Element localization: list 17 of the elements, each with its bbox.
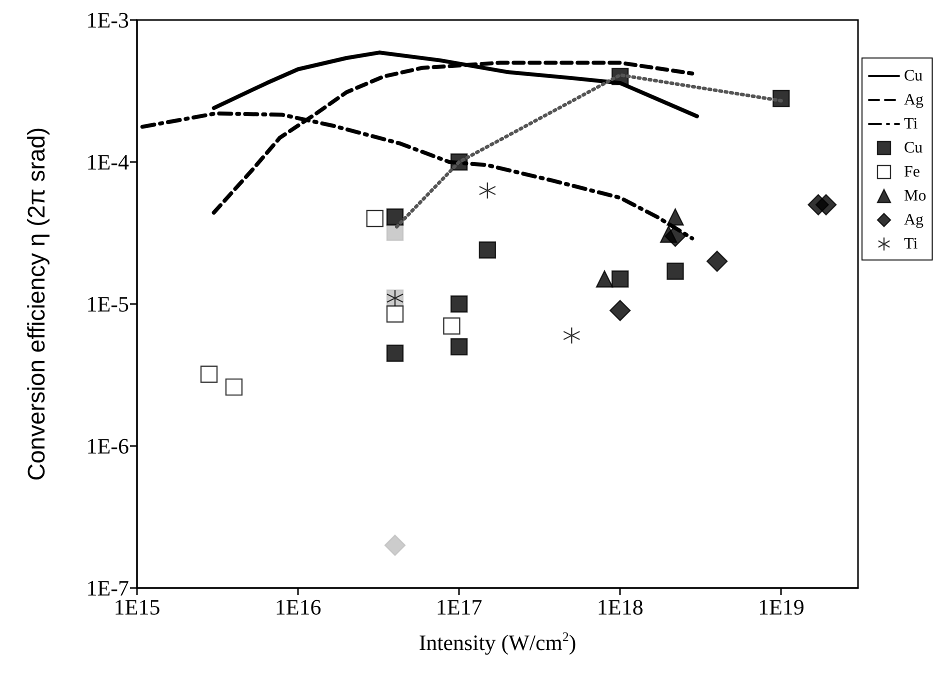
legend-label: Ag <box>904 92 924 108</box>
y-tick-label: 1E-4 <box>86 150 129 174</box>
legend-label: Ag <box>904 212 924 228</box>
y-tick-label: 1E-3 <box>86 8 129 32</box>
y-tick-label: 1E-5 <box>86 292 129 316</box>
legend-label: Cu <box>904 140 923 156</box>
x-tick-label: 1E18 <box>596 594 644 620</box>
y-tick-label: 1E-6 <box>86 434 129 458</box>
x-tick-label: 1E16 <box>274 594 322 620</box>
x-tick-label: 1E19 <box>758 594 804 620</box>
legend-label: Ti <box>904 116 918 132</box>
legend-label: Ti <box>904 236 918 252</box>
legend-label: Fe <box>904 164 920 180</box>
legend-label: Mo <box>904 188 926 204</box>
x-tick-label: 1E17 <box>436 594 482 620</box>
legend-label: Cu <box>904 68 923 84</box>
y-axis-title: Conversion efficiency η (2π srad) <box>24 127 50 481</box>
